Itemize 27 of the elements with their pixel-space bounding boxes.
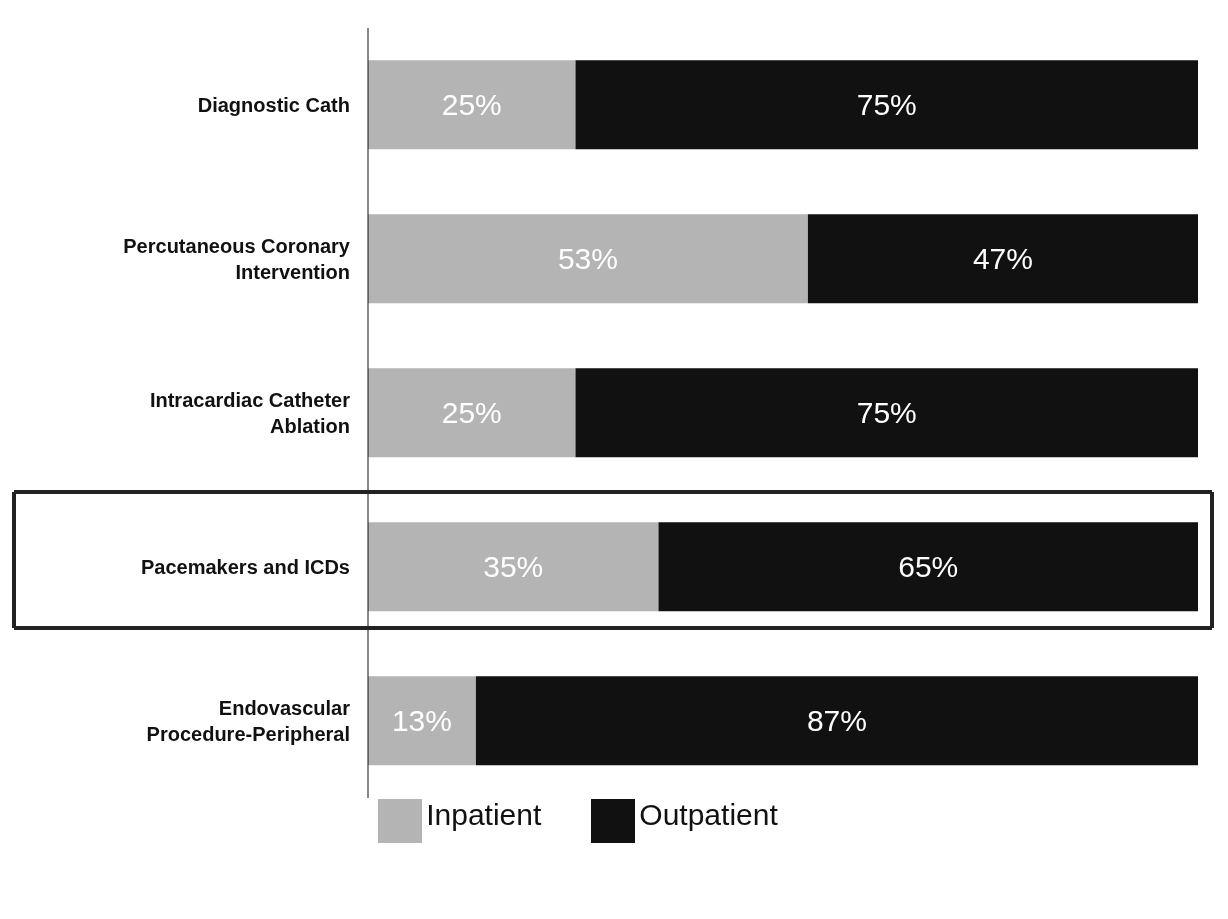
data-label: 47% [972, 241, 1033, 275]
data-label: 65% [898, 549, 959, 583]
data-label: 35% [483, 549, 544, 583]
bar [368, 60, 576, 150]
y-tick-label: Endovascular Procedure-Peripheral [146, 697, 351, 745]
bar [807, 214, 1198, 304]
data-label: 13% [391, 703, 452, 737]
data-label: 75% [856, 395, 917, 429]
y-tick-label: Pacemakers and ICDs [140, 556, 350, 578]
bar [368, 522, 659, 612]
bar [368, 368, 576, 458]
y-tick-label: Percutaneous Coronary Intervention [123, 235, 351, 283]
bar [368, 214, 808, 304]
data-label: 25% [441, 87, 502, 121]
bar [658, 522, 1198, 612]
bar [575, 368, 1198, 458]
legend-label: Outpatient [639, 798, 778, 831]
data-label: 75% [856, 87, 917, 121]
y-tick-label: Intracardiac Catheter Ablation [149, 389, 351, 437]
bar [475, 676, 1198, 766]
data-label: 87% [806, 703, 867, 737]
legend-label: Inpatient [426, 798, 542, 831]
y-tick-label: Diagnostic Cath [197, 94, 350, 116]
data-label: 53% [557, 241, 618, 275]
bar [368, 676, 476, 766]
data-label: 25% [441, 395, 502, 429]
bar [575, 60, 1198, 150]
